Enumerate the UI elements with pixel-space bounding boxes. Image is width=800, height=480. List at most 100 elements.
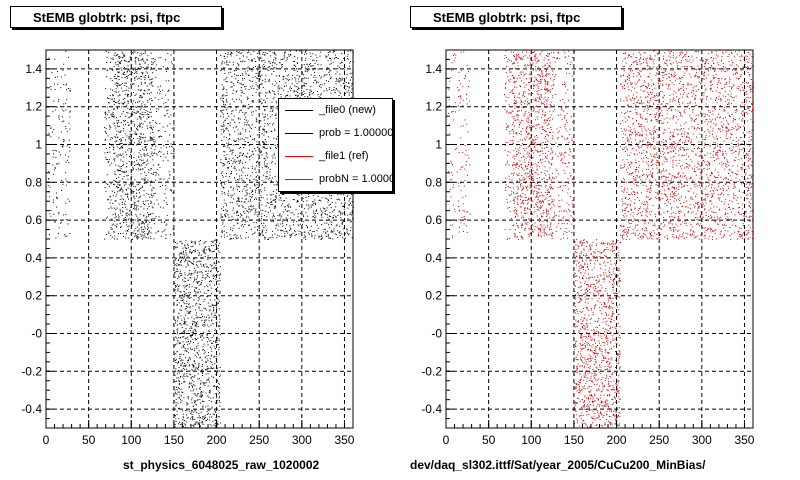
left-point <box>205 241 207 243</box>
left-point <box>56 206 58 208</box>
left-point <box>227 146 229 148</box>
left-point <box>209 250 211 252</box>
left-point <box>121 69 123 71</box>
left-point <box>52 150 54 151</box>
left-point <box>202 316 203 318</box>
left-point <box>116 146 118 148</box>
left-point <box>347 229 349 231</box>
left-point <box>65 180 67 182</box>
left-point <box>113 207 115 209</box>
left-point <box>327 234 329 236</box>
left-point <box>238 198 240 200</box>
left-point <box>132 100 134 102</box>
left-point <box>220 172 222 174</box>
left-point <box>287 205 289 207</box>
left-point <box>255 110 257 112</box>
left-point <box>238 161 240 163</box>
left-point <box>324 211 326 213</box>
left-point <box>189 373 191 375</box>
left-point <box>303 90 305 92</box>
left-point <box>205 416 207 418</box>
left-point <box>251 85 253 87</box>
left-point <box>230 107 231 109</box>
left-point <box>111 98 113 100</box>
left-point <box>199 396 201 398</box>
left-point <box>200 254 202 256</box>
left-point <box>208 330 210 332</box>
left-point <box>165 59 166 61</box>
left-point <box>256 77 258 79</box>
left-point <box>150 218 152 220</box>
left-point <box>256 198 258 200</box>
left-point <box>270 221 272 223</box>
left-point <box>105 118 107 120</box>
left-point <box>202 274 204 276</box>
left-point <box>181 259 182 261</box>
left-point <box>263 227 265 228</box>
left-point <box>309 230 311 231</box>
left-point <box>194 277 196 279</box>
left-point <box>116 117 118 119</box>
left-point <box>68 200 70 202</box>
left-point <box>128 138 130 140</box>
left-point <box>150 52 152 54</box>
left-point <box>138 237 140 239</box>
left-point <box>192 245 194 247</box>
left-point <box>184 375 186 377</box>
left-point <box>144 236 146 238</box>
left-point <box>259 70 261 72</box>
left-point <box>265 101 266 103</box>
left-point <box>151 144 153 146</box>
left-point <box>131 112 133 114</box>
left-point <box>324 222 326 224</box>
left-point <box>343 194 345 196</box>
left-point <box>158 136 160 138</box>
left-point <box>206 296 208 298</box>
left-point <box>198 303 200 305</box>
left-point <box>146 228 148 230</box>
left-point <box>207 255 209 257</box>
left-point <box>240 133 242 135</box>
left-point <box>240 237 242 239</box>
left-point <box>53 169 55 171</box>
left-point <box>124 85 126 86</box>
left-point <box>272 220 274 222</box>
left-point <box>215 243 217 245</box>
left-point <box>124 206 126 208</box>
left-point <box>160 151 162 153</box>
left-point <box>204 251 206 253</box>
left-point <box>150 138 152 140</box>
left-point <box>212 420 214 422</box>
left-point <box>148 98 150 100</box>
left-point <box>224 95 226 97</box>
left-point <box>305 238 307 240</box>
left-point <box>353 206 354 208</box>
left-point <box>275 200 277 202</box>
left-point <box>58 212 60 213</box>
left-point <box>341 79 343 81</box>
left-point <box>62 183 64 185</box>
left-point <box>244 124 246 126</box>
left-point <box>207 337 209 338</box>
left-point <box>292 60 294 62</box>
left-point <box>67 223 69 225</box>
left-point <box>194 418 196 420</box>
left-point <box>248 67 250 69</box>
left-point <box>118 203 120 205</box>
left-point <box>165 188 167 190</box>
left-point <box>231 230 233 232</box>
left-point <box>140 233 142 235</box>
left-point <box>131 182 133 184</box>
left-point <box>113 76 115 77</box>
left-point <box>251 58 253 60</box>
left-point <box>198 284 200 286</box>
left-point <box>215 288 216 290</box>
left-point <box>140 117 142 119</box>
left-point <box>163 106 165 108</box>
left-point <box>225 127 227 129</box>
left-point <box>319 77 321 79</box>
left-point <box>137 164 139 165</box>
left-point <box>235 140 237 142</box>
left-point <box>242 79 244 81</box>
left-point <box>118 79 120 80</box>
